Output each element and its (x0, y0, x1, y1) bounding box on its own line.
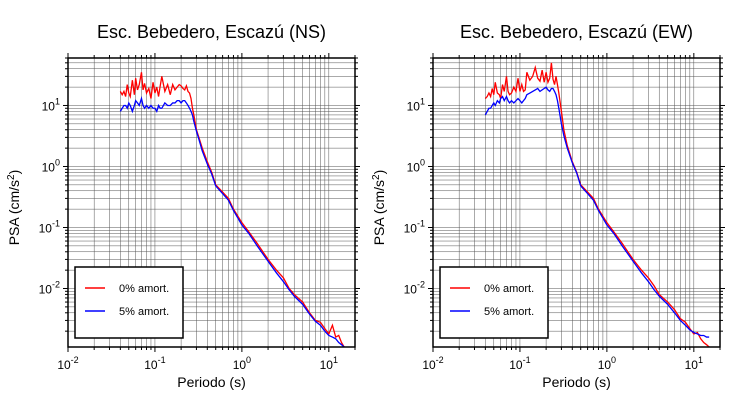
x-tick-label: 101 (320, 355, 338, 372)
legend-box (439, 266, 549, 339)
y-axis-label: PSA (cm/s2) (6, 170, 22, 246)
x-tick-exp: 0 (611, 355, 616, 365)
x-tick-exp: -1 (158, 355, 166, 365)
y-tick-label: 10-2 (404, 280, 425, 297)
y-axis-label-sup: 2 (6, 174, 17, 180)
y-tick-exp: 1 (55, 96, 60, 106)
y-tick-base: 10 (39, 283, 53, 297)
x-tick-exp: 1 (333, 355, 338, 365)
y-tick-base: 10 (407, 99, 421, 113)
legend-label-1: 5% amort. (119, 306, 169, 318)
x-tick-base: 10 (685, 358, 699, 372)
legend: 0% amort. 5% amort. (74, 266, 184, 339)
y-tick-base: 10 (39, 222, 53, 236)
series-line-0 (484, 62, 710, 348)
y-tick-label: 101 (407, 96, 425, 113)
legend-label-1: 5% amort. (484, 306, 534, 318)
plot-frame (67, 57, 356, 348)
legend-label-0: 0% amort. (484, 283, 534, 295)
chart-panel-0: Esc. Bebedero, Escazú (NS)10-2 10-1 100 101… (6, 22, 360, 390)
x-tick-label: 10-2 (422, 355, 443, 372)
x-tick-exp: 1 (698, 355, 703, 365)
chart-title: Esc. Bebedero, Escazú (EW) (460, 22, 693, 42)
x-tick-label: 10-1 (509, 355, 530, 372)
x-tick-base: 10 (233, 358, 247, 372)
y-axis-label-end: ) (6, 170, 22, 175)
x-tick-base: 10 (422, 358, 436, 372)
y-tick-exp: 0 (420, 157, 425, 167)
y-tick-base: 10 (404, 222, 418, 236)
y-tick-base: 10 (42, 99, 56, 113)
x-tick-label: 10-2 (57, 355, 78, 372)
y-tick-exp: -2 (417, 280, 425, 290)
y-tick-exp: -1 (52, 219, 60, 229)
x-axis-label: Periodo (s) (177, 374, 245, 390)
series-line-1 (484, 86, 710, 338)
y-tick-label: 101 (42, 96, 60, 113)
y-axis-label-end: ) (371, 170, 387, 175)
x-tick-label: 100 (233, 355, 251, 372)
y-axis-label-main: PSA (cm/s (371, 180, 387, 245)
y-tick-base: 10 (404, 283, 418, 297)
legend-box (74, 266, 184, 339)
x-tick-base: 10 (57, 358, 71, 372)
x-tick-base: 10 (320, 358, 334, 372)
y-tick-exp: 0 (55, 157, 60, 167)
series-line-0 (119, 72, 345, 348)
y-tick-exp: -2 (52, 280, 60, 290)
y-tick-base: 10 (42, 160, 56, 174)
x-tick-exp: -2 (436, 355, 444, 365)
x-tick-exp: -2 (71, 355, 79, 365)
series-line-1 (119, 96, 345, 348)
x-tick-label: 100 (598, 355, 616, 372)
y-tick-base: 10 (407, 160, 421, 174)
x-tick-label: 101 (685, 355, 703, 372)
x-tick-base: 10 (509, 358, 523, 372)
y-tick-label: 10-1 (404, 219, 425, 236)
x-tick-label: 10-1 (144, 355, 165, 372)
x-tick-base: 10 (598, 358, 612, 372)
chart-title: Esc. Bebedero, Escazú (NS) (97, 22, 326, 42)
y-tick-exp: -1 (417, 219, 425, 229)
y-axis-label-sup: 2 (371, 174, 382, 180)
grid (67, 57, 356, 347)
legend-label-0: 0% amort. (119, 283, 169, 295)
plot-frame (432, 57, 721, 348)
y-tick-label: 100 (407, 157, 425, 174)
x-tick-base: 10 (144, 358, 158, 372)
y-tick-label: 100 (42, 157, 60, 174)
chart-panel-1: Esc. Bebedero, Escazú (EW)10-2 10-1 100 101… (371, 22, 725, 390)
x-axis-label: Periodo (s) (542, 374, 610, 390)
y-axis-label-main: PSA (cm/s (6, 180, 22, 245)
y-tick-label: 10-1 (39, 219, 60, 236)
x-tick-exp: 0 (246, 355, 251, 365)
legend: 0% amort. 5% amort. (439, 266, 549, 339)
y-axis-label: PSA (cm/s2) (371, 170, 387, 246)
x-tick-exp: -1 (523, 355, 531, 365)
y-tick-label: 10-2 (39, 280, 60, 297)
y-tick-exp: 1 (420, 96, 425, 106)
